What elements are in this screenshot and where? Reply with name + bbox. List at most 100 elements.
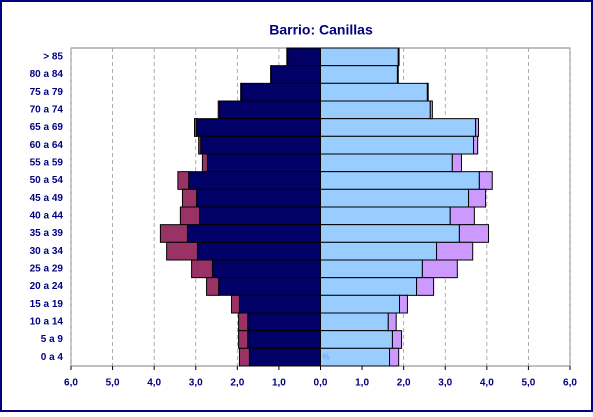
x-tick-label: 4,0 bbox=[480, 378, 494, 389]
y-tick-label: 0 a 4 bbox=[41, 352, 64, 363]
bar bbox=[320, 294, 401, 314]
x-tick-label: 4,0 bbox=[147, 378, 161, 389]
bar bbox=[200, 135, 322, 155]
y-tick-label: 40 a 44 bbox=[30, 210, 64, 221]
bar bbox=[320, 312, 389, 332]
y-tick-label: 35 a 39 bbox=[30, 228, 64, 239]
x-tick-label: 5,0 bbox=[106, 378, 120, 389]
bar bbox=[270, 65, 322, 84]
y-tick-label: 60 a 64 bbox=[30, 140, 64, 151]
bar bbox=[248, 347, 321, 367]
y-tick-label: 70 a 74 bbox=[30, 104, 64, 115]
bar bbox=[238, 312, 249, 332]
x-tick-label: 6,0 bbox=[64, 378, 78, 389]
bar bbox=[206, 277, 220, 296]
bar bbox=[286, 47, 289, 67]
bar bbox=[320, 188, 470, 208]
bar bbox=[389, 347, 400, 367]
bar bbox=[238, 330, 249, 349]
x-tick-label: 1,0 bbox=[272, 378, 286, 389]
x-tick-label: 1,0 bbox=[355, 378, 369, 389]
bar bbox=[320, 259, 423, 279]
bar bbox=[191, 259, 213, 279]
y-tick-label: > 85 bbox=[43, 51, 63, 62]
bar bbox=[396, 65, 399, 84]
bar bbox=[320, 277, 418, 296]
bar bbox=[475, 118, 480, 137]
x-tick-label: 3,0 bbox=[189, 378, 203, 389]
bar bbox=[211, 259, 321, 279]
x-tick-label: 5,0 bbox=[521, 378, 535, 389]
bar bbox=[320, 241, 438, 261]
bar bbox=[426, 82, 429, 102]
bar bbox=[238, 294, 322, 314]
bar bbox=[188, 171, 321, 190]
bar bbox=[436, 241, 474, 261]
bar bbox=[247, 312, 322, 332]
bar bbox=[287, 47, 322, 67]
bar bbox=[320, 330, 393, 349]
x-tick-label: 2,0 bbox=[397, 378, 411, 389]
bar bbox=[240, 82, 242, 102]
y-tick-label: 65 a 69 bbox=[30, 122, 64, 133]
y-tick-label: 50 a 54 bbox=[30, 175, 64, 186]
bar bbox=[206, 153, 321, 173]
bar bbox=[421, 259, 458, 279]
y-tick-label: 45 a 49 bbox=[30, 193, 64, 204]
y-tick-label: 20 a 24 bbox=[30, 281, 64, 292]
bar bbox=[458, 224, 489, 243]
bar bbox=[473, 135, 479, 155]
bar bbox=[181, 188, 198, 208]
bar bbox=[449, 206, 475, 226]
bar bbox=[320, 206, 451, 226]
y-tick-label: 75 a 79 bbox=[30, 87, 64, 98]
bar bbox=[320, 347, 391, 367]
bar bbox=[416, 277, 435, 296]
bar bbox=[196, 118, 321, 137]
y-tick-label: 5 a 9 bbox=[41, 334, 64, 345]
y-tick-label: 80 a 84 bbox=[30, 69, 64, 80]
bar bbox=[429, 100, 433, 120]
bar bbox=[247, 330, 322, 349]
chart-title: Barrio: Canillas bbox=[269, 22, 373, 38]
bar bbox=[177, 171, 190, 190]
bar bbox=[201, 153, 208, 173]
bar bbox=[320, 171, 480, 190]
bar bbox=[320, 224, 460, 243]
y-tick-label: 10 a 14 bbox=[30, 316, 64, 327]
bar bbox=[231, 294, 240, 314]
bar bbox=[451, 153, 462, 173]
bar bbox=[391, 330, 403, 349]
bar bbox=[159, 224, 188, 243]
bar bbox=[198, 135, 202, 155]
bar bbox=[196, 188, 321, 208]
bar bbox=[240, 82, 321, 102]
y-tick-label: 15 a 19 bbox=[30, 299, 64, 310]
bar bbox=[196, 241, 321, 261]
bar bbox=[186, 224, 321, 243]
annotation: % bbox=[323, 352, 330, 361]
bar bbox=[166, 241, 198, 261]
bar bbox=[179, 206, 200, 226]
bar bbox=[399, 294, 408, 314]
bar bbox=[198, 206, 321, 226]
bar bbox=[320, 82, 428, 102]
bar bbox=[218, 100, 321, 120]
bar bbox=[320, 65, 398, 84]
bar bbox=[387, 312, 397, 332]
y-tick-label: 25 a 29 bbox=[30, 263, 64, 274]
y-tick-label: 55 a 59 bbox=[30, 157, 64, 168]
bar bbox=[217, 100, 220, 120]
bar bbox=[270, 65, 272, 84]
bar bbox=[320, 153, 453, 173]
x-tick-label: 6,0 bbox=[563, 378, 577, 389]
bar bbox=[320, 47, 399, 67]
bar bbox=[194, 118, 198, 137]
x-tick-label: 0,0 bbox=[314, 378, 328, 389]
bar bbox=[238, 347, 250, 367]
bar bbox=[320, 100, 431, 120]
bar bbox=[397, 47, 400, 67]
bar bbox=[218, 277, 321, 296]
y-tick-label: 30 a 34 bbox=[30, 246, 64, 257]
